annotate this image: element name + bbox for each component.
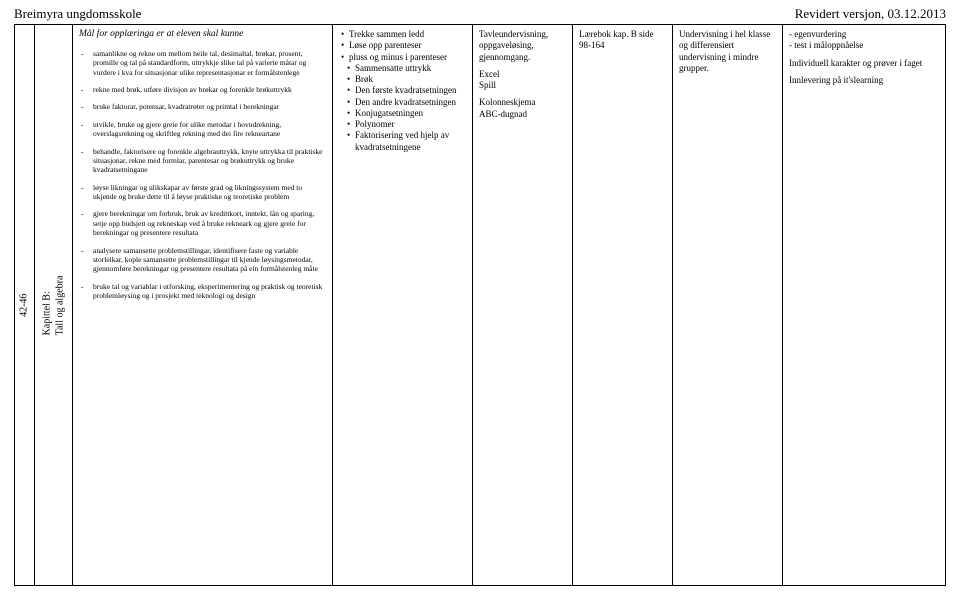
col-weeks: 42-46 — [15, 25, 35, 585]
goal-item: analysere samansette problemstillingar, … — [79, 246, 327, 274]
col-book: Lærebok kap. B side 98-164 — [573, 25, 673, 585]
topic-item: Den andre kvadratsetningen — [341, 97, 467, 108]
col-organisation: Undervisning i hel klasse og differensie… — [673, 25, 783, 585]
col-chapter: Kapittel B: Tall og algebra — [35, 25, 73, 585]
header-right: Revidert versjon, 03.12.2013 — [795, 6, 946, 22]
topic-item: Den første kvadratsetningen — [341, 85, 467, 96]
methods-line: Spill — [479, 80, 567, 91]
weeks-label: 42-46 — [18, 293, 31, 316]
topics-list: Trekke sammen ledd Løse opp parenteser p… — [339, 29, 467, 153]
goal-item: samanlikne og rekne om mellom heile tal,… — [79, 49, 327, 77]
topic-item: pluss og minus i parenteser — [341, 52, 467, 63]
col-goals: Mål for opplæringa er at eleven skal kun… — [73, 25, 333, 585]
goal-item: behandle, faktorisere og forenkle algebr… — [79, 147, 327, 175]
header-left: Breimyra ungdomsskole — [14, 6, 141, 22]
topic-item: Trekke sammen ledd — [341, 29, 467, 40]
goal-item: rekne med brøk, utføre divisjon av brøka… — [79, 85, 327, 94]
assess-line: - egenvurdering — [789, 29, 938, 40]
goal-item: bruke faktorar, potensar, kvadratrøter o… — [79, 102, 327, 111]
methods-line: Excel — [479, 69, 567, 80]
methods-line: Kolonneskjema — [479, 97, 567, 108]
org-text: Undervisning i hel klasse og differensie… — [679, 29, 777, 74]
col-assessment: - egenvurdering - test i måloppnåelse In… — [783, 25, 943, 585]
methods-line: Tavleundervisning, oppgaveløsing, gjenno… — [479, 29, 567, 63]
goal-item: gjere berekningar om forbruk, bruk av kr… — [79, 209, 327, 237]
assess-line: - test i måloppnåelse — [789, 40, 938, 51]
methods-line: ABC-dugnad — [479, 109, 567, 120]
topic-item: Polynomer — [341, 119, 467, 130]
topic-item: Faktorisering ved hjelp av kvadratsetnin… — [341, 130, 467, 153]
topic-item: Brøk — [341, 74, 467, 85]
book-ref: Lærebok kap. B side 98-164 — [579, 29, 667, 52]
page-header: Breimyra ungdomsskole Revidert versjon, … — [14, 6, 946, 22]
goals-intro: Mål for opplæringa er at eleven skal kun… — [79, 29, 327, 41]
goal-item: løyse likningar og ulikskapar av første … — [79, 183, 327, 202]
topic-item: Sammensatte uttrykk — [341, 63, 467, 74]
goal-item: bruke tal og variablar i utforsking, eks… — [79, 282, 327, 301]
topic-item: Konjugatsetningen — [341, 108, 467, 119]
assess-line: Individuell karakter og prøver i faget — [789, 58, 938, 69]
goals-list: samanlikne og rekne om mellom heile tal,… — [79, 49, 327, 301]
goal-item: utvikle, bruke og gjere greie for ulike … — [79, 120, 327, 139]
plan-table: 42-46 Kapittel B: Tall og algebra Mål fo… — [14, 24, 946, 586]
col-methods: Tavleundervisning, oppgaveløsing, gjenno… — [473, 25, 573, 585]
col-topics: Trekke sammen ledd Løse opp parenteser p… — [333, 25, 473, 585]
topic-item: Løse opp parenteser — [341, 40, 467, 51]
chapter-label: Kapittel B: Tall og algebra — [41, 275, 66, 335]
assess-line: Innlevering på it'slearning — [789, 75, 938, 86]
